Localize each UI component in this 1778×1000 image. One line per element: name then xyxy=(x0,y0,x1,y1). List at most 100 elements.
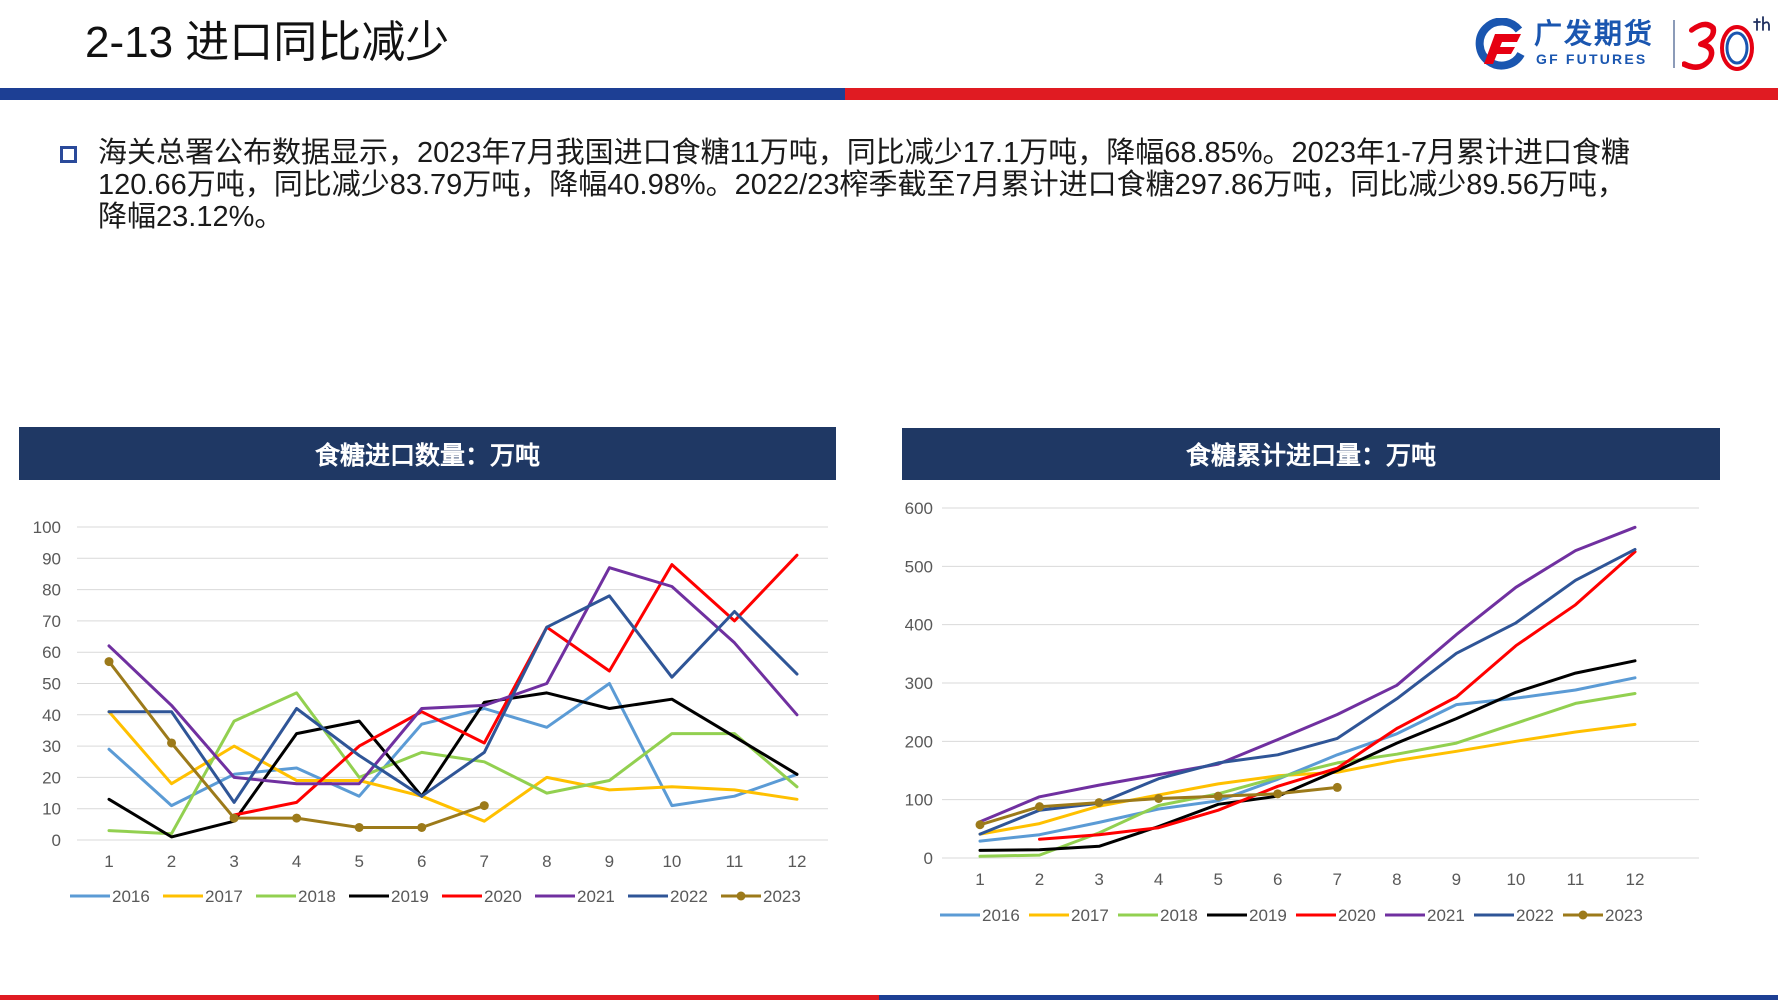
legend-item-2022: 2022 xyxy=(1474,906,1554,925)
x-tick-label: 6 xyxy=(417,852,426,871)
series-line-2017 xyxy=(107,710,799,823)
legend-item-2017: 2017 xyxy=(1029,906,1109,925)
data-point-2023 xyxy=(1213,791,1223,801)
legend-item-2018: 2018 xyxy=(256,887,336,906)
data-point-2023 xyxy=(975,820,985,830)
legend-label: 2016 xyxy=(982,906,1020,925)
x-tick-label: 4 xyxy=(1154,870,1163,889)
x-tick-label: 7 xyxy=(480,852,489,871)
series-line-2020 xyxy=(1038,550,1637,841)
x-tick-label: 6 xyxy=(1273,870,1282,889)
chart-1-title-bar: 食糖进口数量：万吨 xyxy=(19,427,836,480)
series-line-2017 xyxy=(978,722,1637,836)
legend-item-2020: 2020 xyxy=(1296,906,1376,925)
page-title: 2-13 进口同比减少 xyxy=(85,18,450,67)
x-tick-label: 7 xyxy=(1333,870,1342,889)
x-tick-label: 8 xyxy=(542,852,551,871)
y-tick-label: 0 xyxy=(52,831,61,850)
x-tick-label: 11 xyxy=(1567,870,1585,889)
legend-item-2018: 2018 xyxy=(1118,906,1198,925)
legend-label: 2018 xyxy=(1160,906,1198,925)
y-tick-label: 70 xyxy=(42,612,61,631)
legend-label: 2019 xyxy=(391,887,429,906)
header-bar-red-segment xyxy=(845,88,1778,100)
summary-text: 海关总署公布数据显示，2023年7月我国进口食糖11万吨，同比减少17.1万吨，… xyxy=(98,137,1630,233)
y-tick-label: 100 xyxy=(905,791,933,810)
gf-futures-logo: 广发期货 GF FUTURES xyxy=(1470,14,1770,78)
series-line-2021 xyxy=(978,525,1637,824)
y-tick-label: 400 xyxy=(905,616,933,635)
y-tick-label: 50 xyxy=(42,675,61,694)
y-tick-label: 0 xyxy=(924,849,933,868)
x-tick-label: 2 xyxy=(1035,870,1044,889)
chart-1-title: 食糖进口数量：万吨 xyxy=(314,441,540,470)
logo-chinese-name: 广发期货 xyxy=(1534,18,1655,49)
data-point-2023 xyxy=(479,801,489,811)
x-tick-label: 4 xyxy=(292,852,301,871)
legend-item-2019: 2019 xyxy=(349,887,429,906)
legend-label: 2021 xyxy=(1427,906,1465,925)
y-tick-label: 600 xyxy=(905,499,933,518)
header-bar-blue-segment xyxy=(0,88,845,100)
series-line-2022 xyxy=(107,594,799,804)
legend-item-2023: 2023 xyxy=(1563,906,1643,925)
30th-anniversary-icon xyxy=(1682,16,1770,71)
legend-label: 2023 xyxy=(1605,906,1643,925)
x-tick-label: 10 xyxy=(662,852,681,871)
y-tick-label: 30 xyxy=(42,737,61,756)
data-point-2023 xyxy=(1332,782,1342,792)
y-tick-label: 40 xyxy=(42,706,61,725)
logo-divider xyxy=(1673,20,1675,68)
x-tick-label: 2 xyxy=(167,852,176,871)
chart-2-title-bar: 食糖累计进口量：万吨 xyxy=(902,428,1720,480)
y-tick-label: 20 xyxy=(42,768,61,787)
x-tick-label: 12 xyxy=(788,852,807,871)
legend-item-2023: 2023 xyxy=(721,887,801,906)
y-tick-label: 60 xyxy=(42,643,61,662)
series-line-2021 xyxy=(107,566,799,786)
x-tick-label: 1 xyxy=(975,870,984,889)
footer-bar-blue-segment xyxy=(879,995,1778,1000)
legend-item-2021: 2021 xyxy=(1385,906,1465,925)
legend-item-2020: 2020 xyxy=(442,887,522,906)
legend-item-2017: 2017 xyxy=(163,887,243,906)
x-tick-label: 3 xyxy=(1094,870,1103,889)
x-tick-label: 8 xyxy=(1392,870,1401,889)
legend-label: 2020 xyxy=(484,887,522,906)
legend-label: 2020 xyxy=(1338,906,1376,925)
header-color-bar xyxy=(0,88,1778,100)
y-tick-label: 500 xyxy=(905,557,933,576)
gridlines xyxy=(942,507,1699,859)
data-point-2023 xyxy=(354,822,364,832)
legend-label: 2016 xyxy=(112,887,150,906)
x-tick-label: 9 xyxy=(1452,870,1461,889)
data-point-2023 xyxy=(104,657,114,667)
y-tick-label: 80 xyxy=(42,581,61,600)
legend-item-2021: 2021 xyxy=(535,887,615,906)
x-tick-label: 11 xyxy=(726,852,744,871)
legend-label: 2018 xyxy=(298,887,336,906)
legend-label: 2022 xyxy=(670,887,708,906)
x-tick-label: 1 xyxy=(104,852,113,871)
series-line-2018 xyxy=(107,691,799,836)
series-line-2020 xyxy=(232,553,799,817)
x-tick-label: 3 xyxy=(229,852,238,871)
data-point-2023 xyxy=(1094,798,1104,808)
data-point-2023 xyxy=(167,738,177,748)
legend-label: 2017 xyxy=(1071,906,1109,925)
data-point-2023 xyxy=(1154,794,1164,803)
legend-item-2016: 2016 xyxy=(70,887,150,906)
series-line-2019 xyxy=(107,691,799,839)
chart-2-title: 食糖累计进口量：万吨 xyxy=(1185,442,1436,470)
legend-marker xyxy=(1578,910,1588,920)
y-tick-label: 100 xyxy=(33,518,61,537)
footer-bar-red-segment xyxy=(0,995,879,1000)
x-tick-label: 10 xyxy=(1506,870,1525,889)
legend-item-2022: 2022 xyxy=(628,887,708,906)
footer-color-bar xyxy=(0,995,1778,1000)
x-tick-label: 12 xyxy=(1626,870,1645,889)
legend-label: 2017 xyxy=(205,887,243,906)
legend-label: 2021 xyxy=(577,887,615,906)
